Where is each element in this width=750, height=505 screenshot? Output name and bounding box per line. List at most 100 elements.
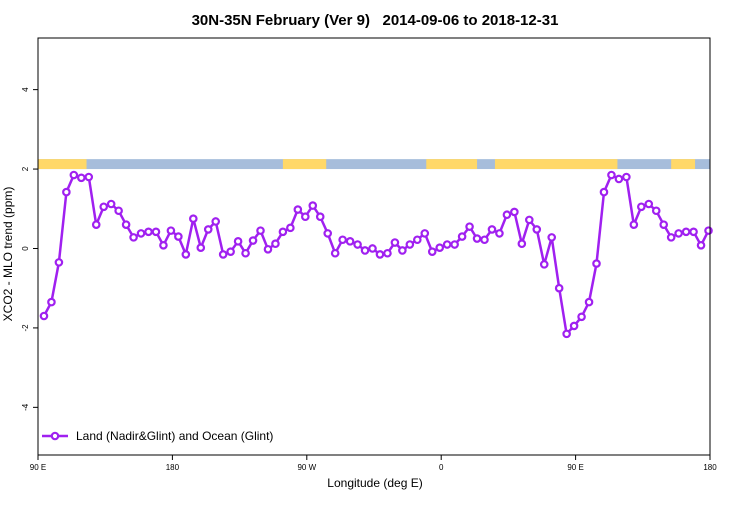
data-point bbox=[398, 246, 407, 255]
data-point bbox=[427, 247, 437, 256]
data-point bbox=[174, 232, 183, 241]
data-point bbox=[405, 240, 415, 249]
data-point bbox=[248, 236, 258, 245]
x-tick-label: 90 W bbox=[297, 463, 316, 472]
data-point bbox=[577, 312, 586, 322]
data-point bbox=[345, 237, 355, 246]
data-point bbox=[91, 220, 101, 229]
data-point bbox=[47, 297, 56, 307]
data-point bbox=[599, 187, 609, 197]
data-point bbox=[263, 244, 273, 254]
data-point bbox=[554, 283, 564, 293]
data-point bbox=[681, 227, 691, 237]
data-point bbox=[62, 187, 71, 197]
data-point bbox=[308, 201, 318, 210]
data-point bbox=[666, 233, 676, 242]
data-point bbox=[84, 172, 94, 182]
data-point bbox=[435, 243, 445, 252]
data-point bbox=[144, 227, 153, 237]
data-point bbox=[286, 223, 295, 233]
data-point bbox=[315, 212, 325, 222]
data-point bbox=[233, 237, 243, 246]
data-point bbox=[368, 244, 377, 253]
y-tick-label: 0 bbox=[21, 246, 30, 251]
data-point bbox=[151, 227, 161, 237]
data-point bbox=[166, 226, 176, 235]
data-point bbox=[502, 210, 512, 220]
data-point bbox=[525, 215, 534, 225]
chart-title: 30N-35N February (Ver 9) 2014-09-06 to 2… bbox=[192, 12, 559, 29]
data-point bbox=[218, 250, 228, 259]
data-point bbox=[375, 250, 385, 259]
data-point bbox=[271, 239, 280, 249]
axis-layer: 90 E 180 90 W 0 90 E 180 -4 -2 0 2 4 bbox=[21, 37, 717, 472]
data-point bbox=[413, 235, 422, 245]
x-axis-label: Longitude (deg E) bbox=[327, 476, 422, 490]
data-point bbox=[330, 248, 340, 258]
x-tick-label: 90 E bbox=[30, 463, 46, 472]
land-band bbox=[38, 159, 87, 170]
data-point bbox=[696, 241, 706, 250]
data-point bbox=[532, 225, 542, 234]
data-point bbox=[480, 235, 489, 245]
land-band bbox=[426, 159, 478, 170]
data-point bbox=[689, 227, 698, 237]
y-tick-label: -2 bbox=[21, 324, 30, 332]
data-point bbox=[159, 241, 168, 250]
data-point bbox=[360, 246, 370, 255]
data-point bbox=[547, 233, 557, 242]
land-band bbox=[671, 159, 696, 170]
data-point bbox=[278, 227, 288, 237]
data-point bbox=[517, 239, 527, 249]
legend: Land (Nadir&Glint) and Ocean (Glint) bbox=[42, 429, 273, 443]
data-point bbox=[659, 220, 669, 229]
data-point bbox=[651, 206, 661, 216]
land-band bbox=[494, 159, 618, 170]
data-point bbox=[338, 235, 347, 245]
data-point bbox=[77, 173, 86, 183]
data-point bbox=[637, 202, 646, 212]
data-point bbox=[323, 229, 333, 238]
data-point bbox=[495, 229, 504, 238]
data-point bbox=[136, 229, 146, 238]
data-point bbox=[629, 220, 639, 229]
data-point bbox=[241, 248, 250, 258]
data-point bbox=[189, 214, 198, 224]
data-point bbox=[465, 222, 474, 231]
data-point bbox=[420, 229, 430, 238]
data-point bbox=[614, 174, 624, 184]
data-point bbox=[301, 212, 310, 222]
data-point bbox=[562, 329, 571, 339]
data-point bbox=[181, 250, 191, 259]
data-point bbox=[592, 259, 601, 268]
data-point bbox=[196, 243, 206, 252]
data-point bbox=[450, 240, 459, 249]
land-band bbox=[282, 159, 327, 170]
data-point bbox=[226, 247, 235, 256]
data-point bbox=[674, 229, 683, 238]
data-point bbox=[211, 217, 221, 226]
data-point bbox=[472, 234, 482, 243]
data-point bbox=[704, 226, 713, 235]
legend-marker bbox=[50, 431, 60, 441]
plot-frame bbox=[37, 37, 711, 456]
legend-label: Land (Nadir&Glint) and Ocean (Glint) bbox=[76, 429, 273, 443]
data-point bbox=[99, 202, 109, 212]
x-tick-label: 0 bbox=[439, 463, 444, 472]
data-point bbox=[39, 311, 49, 321]
data-point bbox=[584, 297, 594, 307]
data-point bbox=[256, 226, 265, 235]
data-point bbox=[510, 207, 519, 217]
data-point bbox=[293, 205, 303, 214]
data-point bbox=[69, 170, 79, 180]
data-point bbox=[106, 199, 116, 209]
series-layer bbox=[39, 170, 713, 339]
y-tick-label: 4 bbox=[21, 87, 30, 92]
data-point bbox=[622, 172, 631, 182]
y-tick-label: -4 bbox=[21, 403, 30, 411]
data-point bbox=[390, 238, 400, 247]
data-point bbox=[129, 233, 138, 242]
data-point bbox=[114, 206, 123, 216]
